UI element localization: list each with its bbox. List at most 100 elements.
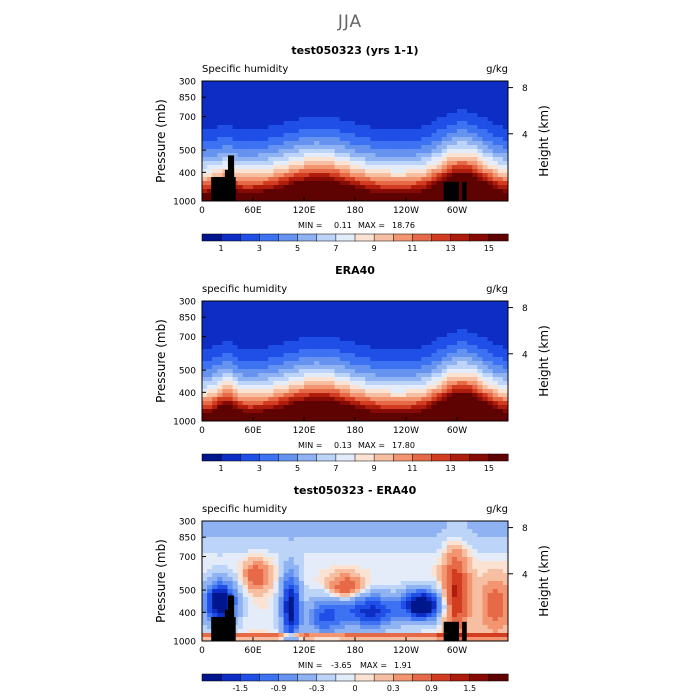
contour-cell <box>227 385 234 390</box>
contour-cell <box>212 413 218 418</box>
contour-cell <box>400 185 407 190</box>
contour-cell <box>304 161 310 166</box>
contour-cell <box>339 349 346 354</box>
contour-cell <box>406 133 412 138</box>
contour-cell <box>344 529 351 534</box>
contour-cell <box>263 129 269 134</box>
contour-cell <box>278 409 285 414</box>
contour-cell <box>314 549 320 554</box>
contour-cell <box>298 349 305 354</box>
contour-cell <box>339 173 346 178</box>
contour-cell <box>375 145 381 150</box>
contour-cell <box>395 105 402 110</box>
contour-cell <box>263 565 269 570</box>
contour-cell <box>355 541 361 546</box>
contour-cell <box>472 81 478 86</box>
contour-cell <box>390 189 397 194</box>
contour-cell <box>202 125 208 130</box>
contour-cell <box>298 341 305 346</box>
contour-cell <box>298 145 305 150</box>
contour-cell <box>416 549 422 554</box>
contour-cell <box>344 521 351 526</box>
contour-cell <box>263 585 269 590</box>
contour-cell <box>288 529 295 534</box>
contour-cell <box>436 141 443 146</box>
contour-cell <box>334 417 341 422</box>
contour-cell <box>329 133 336 138</box>
contour-cell <box>370 133 376 138</box>
contour-cell <box>273 185 279 190</box>
contour-cell <box>441 549 448 554</box>
contour-cell <box>232 373 239 378</box>
contour-cell <box>258 537 264 542</box>
contour-cell <box>492 157 499 162</box>
contour-cell <box>212 361 218 366</box>
contour-cell <box>273 569 279 574</box>
contour-cell <box>395 89 402 94</box>
contour-cell <box>324 121 330 126</box>
contour-cell <box>242 553 249 558</box>
contour-cell <box>253 105 259 110</box>
contour-cell <box>349 541 356 546</box>
contour-cell <box>329 137 336 142</box>
contour-cell <box>242 117 249 122</box>
contour-cell <box>406 545 412 550</box>
contour-cell <box>441 321 448 326</box>
contour-cell <box>497 397 504 402</box>
contour-cell <box>309 177 315 182</box>
contour-cell <box>472 597 478 602</box>
contour-cell <box>217 101 223 106</box>
contour-cell <box>411 409 417 414</box>
contour-cell <box>451 525 458 530</box>
contour-cell <box>283 177 290 182</box>
contour-cell <box>258 553 264 558</box>
contour-cell <box>349 321 356 326</box>
contour-cell <box>467 553 473 558</box>
contour-cell <box>365 193 371 198</box>
contour-cell <box>283 157 290 162</box>
contour-cell <box>207 593 213 598</box>
contour-cell <box>324 337 330 342</box>
contour-cell <box>227 565 234 570</box>
contour-cell <box>436 389 443 394</box>
contour-cell <box>385 561 392 566</box>
contour-cell <box>207 553 213 558</box>
contour-cell <box>349 161 356 166</box>
contour-cell <box>344 349 351 354</box>
contour-cell <box>293 305 300 310</box>
stats-min: 0.11 <box>334 221 352 230</box>
contour-cell <box>237 129 244 134</box>
contour-cell <box>253 373 259 378</box>
contour-cell <box>304 185 310 190</box>
contour-cell <box>278 561 285 566</box>
contour-cell <box>472 397 478 402</box>
contour-cell <box>253 573 259 578</box>
contour-cell <box>502 573 509 578</box>
contour-cell <box>472 589 478 594</box>
contour-cell <box>441 161 448 166</box>
contour-cell <box>436 333 443 338</box>
contour-cell <box>247 361 254 366</box>
contour-cell <box>416 121 422 126</box>
contour-cell <box>202 577 208 582</box>
contour-cell <box>416 125 422 130</box>
contour-cell <box>227 93 234 98</box>
contour-cell <box>395 537 402 542</box>
contour-cell <box>385 393 392 398</box>
contour-cell <box>202 417 208 422</box>
panel-era40: ERA40 specific humidity g/kg Pressure (m… <box>154 264 551 473</box>
contour-cell <box>217 317 223 322</box>
colorbar: 1 3 5 7 9 11 13 15 <box>201 453 509 473</box>
contour-cell <box>309 397 315 402</box>
contour-cell <box>273 161 279 166</box>
contour-cell <box>406 177 412 182</box>
contour-cell <box>202 153 208 158</box>
contour-cell <box>457 529 463 534</box>
contour-cell <box>339 565 346 570</box>
contour-cell <box>390 145 397 150</box>
contour-cell <box>329 581 336 586</box>
contour-cell <box>273 329 279 334</box>
contour-cell <box>497 553 504 558</box>
contour-cell <box>431 189 438 194</box>
contour-cell <box>355 197 361 202</box>
